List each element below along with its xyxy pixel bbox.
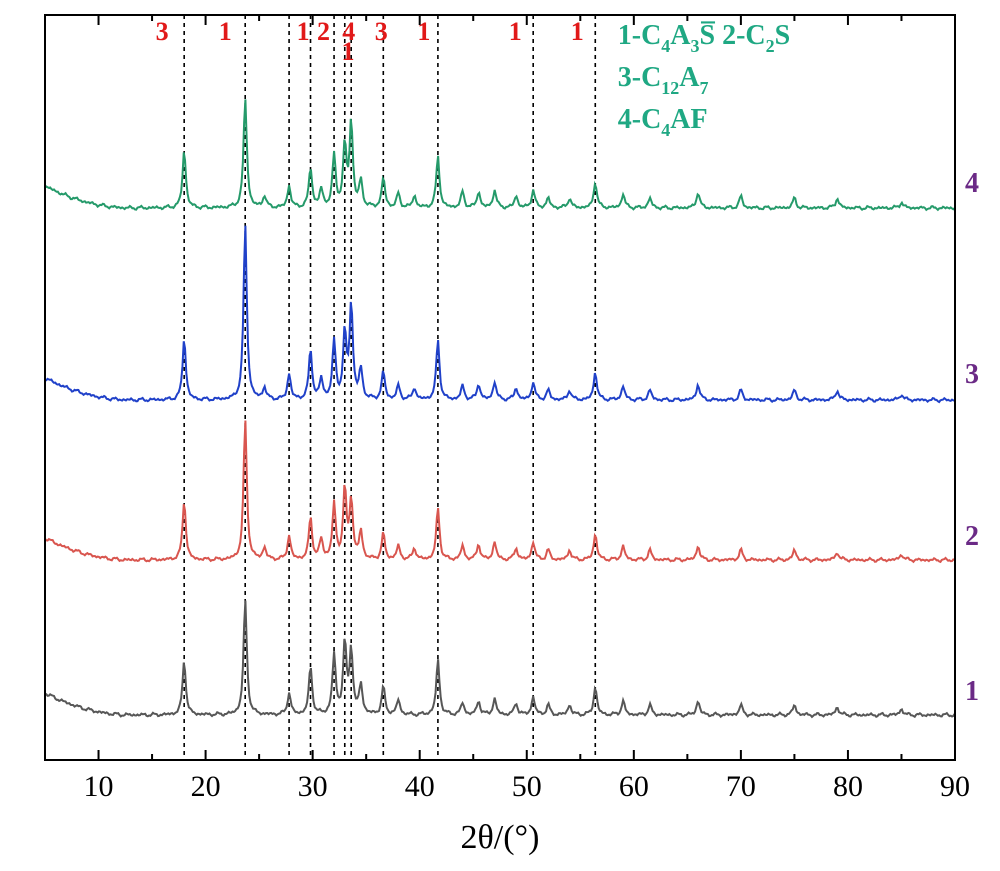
peak-label-1: 1 (219, 17, 232, 46)
xrd-chart: 1020304050607080902θ/(°)311241311112341-… (0, 0, 1000, 871)
trace-label-2: 2 (965, 521, 979, 552)
legend-part-0-0: 1-C (618, 20, 662, 51)
legend-part-2-0: 4-C (618, 104, 662, 135)
legend-part-2-1: 4 (661, 120, 670, 140)
chart-svg: 1020304050607080902θ/(°)311241311112341-… (0, 0, 1000, 871)
peak-label-0: 3 (156, 17, 169, 46)
xtick-label-80: 80 (833, 770, 863, 803)
legend-part-2-2: AF (670, 104, 707, 135)
peak-label-5: 1 (341, 37, 354, 66)
legend-part-0-5: 2-C (715, 20, 766, 51)
xtick-label-90: 90 (940, 770, 970, 803)
legend-line-0: 1-C4A3S̅ 2-C2S (618, 20, 790, 56)
legend-part-0-1: 4 (661, 36, 670, 56)
trace-label-3: 3 (965, 359, 979, 390)
chart-bg (0, 0, 1000, 871)
legend-part-1-3: 7 (700, 78, 709, 98)
legend-part-0-4: S̅ (700, 20, 716, 51)
xtick-label-70: 70 (726, 770, 756, 803)
legend-part-0-2: A (670, 20, 691, 51)
legend-part-1-0: 3-C (618, 62, 662, 93)
xtick-label-60: 60 (619, 770, 649, 803)
peak-label-3: 2 (317, 17, 330, 46)
peak-label-8: 1 (509, 17, 522, 46)
trace-label-4: 4 (965, 168, 979, 199)
xtick-label-20: 20 (191, 770, 221, 803)
legend-part-0-6: 2 (766, 36, 775, 56)
legend-part-0-7: S (775, 20, 791, 51)
xtick-label-30: 30 (298, 770, 328, 803)
peak-label-9: 1 (571, 17, 584, 46)
xtick-label-10: 10 (84, 770, 114, 803)
xtick-label-50: 50 (512, 770, 542, 803)
peak-label-2: 1 (297, 17, 310, 46)
trace-label-1: 1 (965, 676, 979, 707)
peak-label-6: 3 (375, 17, 388, 46)
xtick-label-40: 40 (405, 770, 435, 803)
peak-label-7: 1 (417, 17, 430, 46)
legend-part-1-2: A (679, 62, 700, 93)
legend-part-0-3: 3 (691, 36, 700, 56)
legend-part-1-1: 12 (661, 78, 679, 98)
x-axis-title: 2θ/(°) (461, 819, 540, 856)
